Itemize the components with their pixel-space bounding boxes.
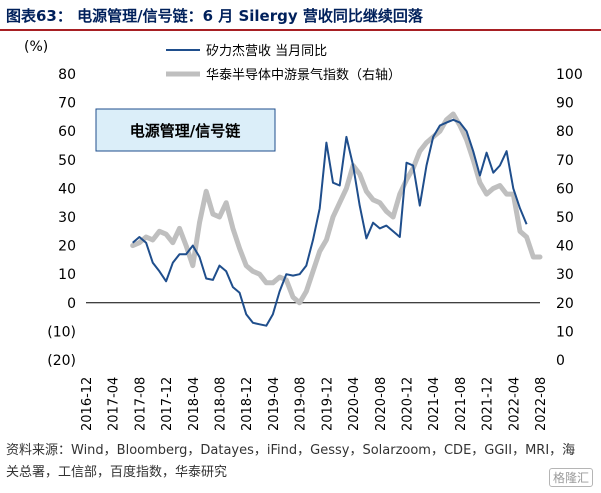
series-line-revenue xyxy=(132,118,528,327)
legend-label-revenue: 矽力杰营收 当月同比 xyxy=(206,44,327,59)
x-tick-label: 2021-12 xyxy=(481,377,496,431)
x-tick-label: 2022-08 xyxy=(534,377,549,431)
x-tick-label: 2020-04 xyxy=(347,377,362,431)
y-tick-right: 100 xyxy=(556,67,583,83)
y-tick-right: 20 xyxy=(556,296,574,312)
unit-label: (%) xyxy=(24,39,48,55)
y-tick-right: 70 xyxy=(556,153,574,169)
x-tick-label: 2018-08 xyxy=(214,377,229,431)
legend-label-index: 华泰半导体中游景气指数（右轴） xyxy=(206,67,401,83)
y-tick-left: 20 xyxy=(58,239,76,255)
y-tick-left: 30 xyxy=(58,210,76,226)
figure-title: 图表63： 电源管理/信号链：6 月 Silergy 营收同比继续回落 xyxy=(6,7,423,25)
y-tick-right: 80 xyxy=(556,124,574,140)
label-box xyxy=(95,108,276,152)
x-tick-label: 2017-12 xyxy=(160,377,175,431)
x-tick-label: 2021-08 xyxy=(454,377,469,431)
y-tick-left: 70 xyxy=(58,96,76,112)
y-tick-left: (10) xyxy=(47,324,76,340)
x-tick-label: 2017-04 xyxy=(107,377,122,431)
x-tick-label: 2020-12 xyxy=(400,377,415,431)
x-tick-label: 2019-08 xyxy=(294,377,309,431)
y-tick-left: 10 xyxy=(58,267,76,283)
y-tick-left: 80 xyxy=(58,67,76,83)
x-tick-label: 2017-08 xyxy=(133,377,148,431)
y-tick-right: 30 xyxy=(556,267,574,283)
title-bar: 图表63： 电源管理/信号链：6 月 Silergy 营收同比继续回落 xyxy=(0,0,601,31)
x-tick-label: 2016-12 xyxy=(80,377,95,431)
x-tick-label: 2021-04 xyxy=(427,377,442,431)
y-tick-right: 0 xyxy=(556,353,565,369)
title-rule xyxy=(0,29,601,31)
y-tick-right: 50 xyxy=(556,210,574,226)
x-tick-label: 2019-12 xyxy=(320,377,335,431)
chart: (%) (20) (10) 0 10 20 30 40 50 60 70 80 0 10 20 30 40 50 6… xyxy=(24,39,583,431)
source-note: 资料来源：Wind，Bloomberg，Datayes，iFind，Gessy，… xyxy=(6,443,576,480)
watermark: 格隆汇 xyxy=(548,468,593,487)
y-tick-left: 40 xyxy=(58,181,76,197)
y-tick-right: 90 xyxy=(556,96,574,112)
y-tick-right: 60 xyxy=(556,181,574,197)
x-tick-label: 2019-04 xyxy=(267,377,282,431)
x-tick-label: 2020-08 xyxy=(374,377,389,431)
series-line-index xyxy=(130,111,543,306)
x-tick-label: 2018-12 xyxy=(240,377,255,431)
y-tick-left: (20) xyxy=(47,353,76,369)
y-tick-right: 10 xyxy=(556,324,574,340)
y-tick-right: 40 xyxy=(556,239,574,255)
y-tick-left: 60 xyxy=(58,124,76,140)
y-tick-left: 0 xyxy=(67,296,76,312)
x-tick-label: 2018-04 xyxy=(187,377,202,431)
y-tick-left: 50 xyxy=(58,153,76,169)
label-box-text: 电源管理/信号链 xyxy=(130,122,241,140)
x-tick-label: 2022-04 xyxy=(507,377,522,431)
